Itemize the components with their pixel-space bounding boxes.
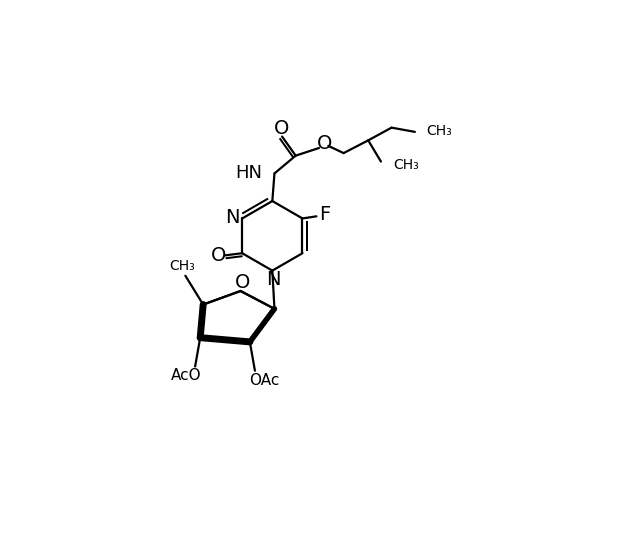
Text: CH₃: CH₃ — [169, 259, 196, 273]
Text: HN: HN — [236, 164, 263, 182]
Text: CH₃: CH₃ — [426, 124, 452, 138]
Text: F: F — [320, 204, 330, 224]
Text: AcO: AcO — [171, 368, 201, 383]
Text: O: O — [235, 273, 250, 292]
Text: N: N — [266, 269, 281, 289]
Text: N: N — [226, 208, 240, 227]
Text: OAc: OAc — [249, 372, 279, 387]
Text: O: O — [317, 134, 332, 153]
Text: O: O — [211, 246, 226, 265]
Text: O: O — [273, 120, 289, 138]
Text: CH₃: CH₃ — [393, 158, 419, 172]
